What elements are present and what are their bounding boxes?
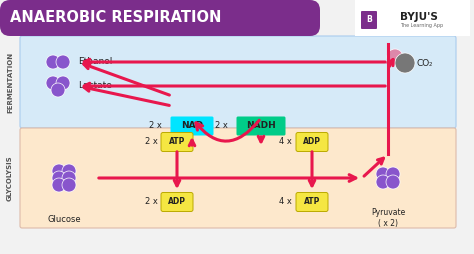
Text: FERMENTATION: FERMENTATION [7, 52, 13, 113]
FancyBboxPatch shape [0, 0, 320, 36]
Text: GLYCOLYSIS: GLYCOLYSIS [7, 155, 13, 201]
Text: 4 x: 4 x [279, 137, 292, 147]
Text: 2 x: 2 x [145, 198, 158, 207]
Text: The Learning App: The Learning App [400, 23, 443, 27]
FancyBboxPatch shape [171, 117, 213, 135]
Text: ADP: ADP [303, 137, 321, 147]
Circle shape [52, 178, 66, 192]
Text: 2: 2 [429, 62, 432, 67]
Text: 2 x: 2 x [145, 137, 158, 147]
Text: NADH: NADH [246, 121, 276, 131]
FancyBboxPatch shape [20, 128, 456, 228]
Circle shape [56, 76, 70, 90]
Circle shape [387, 49, 403, 65]
Circle shape [62, 171, 76, 185]
FancyBboxPatch shape [361, 11, 377, 29]
Text: B: B [366, 15, 372, 24]
Text: Pyruvate
( x 2): Pyruvate ( x 2) [371, 208, 405, 228]
Circle shape [52, 164, 66, 178]
Circle shape [46, 55, 60, 69]
Circle shape [62, 164, 76, 178]
Text: 4 x: 4 x [279, 198, 292, 207]
Text: 2 x: 2 x [215, 121, 228, 131]
Circle shape [395, 53, 415, 73]
Text: ADP: ADP [168, 198, 186, 207]
Text: ATP: ATP [304, 198, 320, 207]
Text: BYJU'S: BYJU'S [400, 12, 438, 22]
Circle shape [376, 167, 390, 181]
Circle shape [46, 76, 60, 90]
FancyBboxPatch shape [296, 133, 328, 151]
Text: Lactate: Lactate [78, 82, 112, 90]
FancyArrowPatch shape [196, 120, 259, 141]
Text: ATP: ATP [169, 137, 185, 147]
FancyBboxPatch shape [296, 193, 328, 212]
Circle shape [56, 55, 70, 69]
Circle shape [386, 167, 400, 181]
Circle shape [62, 178, 76, 192]
FancyBboxPatch shape [161, 193, 193, 212]
FancyBboxPatch shape [237, 117, 285, 135]
Text: 2 x: 2 x [149, 121, 162, 131]
Text: Ethanol: Ethanol [78, 57, 112, 67]
Circle shape [376, 175, 390, 189]
FancyBboxPatch shape [20, 36, 456, 128]
FancyBboxPatch shape [355, 0, 470, 36]
Text: CO: CO [417, 59, 430, 69]
FancyBboxPatch shape [161, 133, 193, 151]
Text: NAD: NAD [181, 121, 203, 131]
Circle shape [52, 171, 66, 185]
Text: Glucose: Glucose [47, 214, 81, 224]
Circle shape [386, 175, 400, 189]
Text: ANAEROBIC RESPIRATION: ANAEROBIC RESPIRATION [10, 10, 221, 25]
Circle shape [51, 83, 65, 97]
